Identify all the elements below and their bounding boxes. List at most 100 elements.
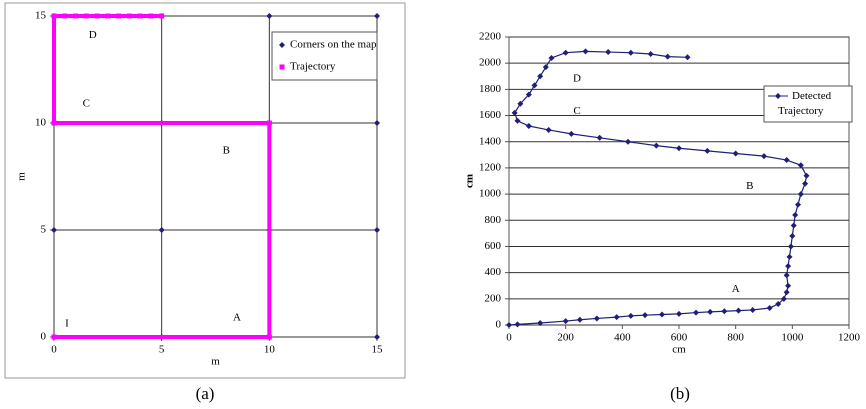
y-tick-label: 600 bbox=[485, 240, 502, 252]
marker bbox=[707, 308, 714, 315]
marker bbox=[537, 320, 544, 327]
x-tick-label: 600 bbox=[671, 332, 688, 344]
marker bbox=[266, 13, 273, 19]
y-tick-label: 1600 bbox=[479, 109, 502, 121]
marker bbox=[721, 308, 728, 315]
legend-label: Detected Trajectory bbox=[778, 90, 832, 117]
marker bbox=[797, 162, 804, 169]
marker bbox=[83, 13, 89, 19]
marker bbox=[803, 172, 810, 179]
marker bbox=[783, 272, 790, 279]
y-tick-label: 1400 bbox=[479, 135, 502, 147]
marker bbox=[576, 316, 583, 323]
marker bbox=[266, 334, 272, 340]
marker bbox=[545, 126, 552, 133]
marker bbox=[116, 13, 122, 19]
marker bbox=[627, 49, 634, 56]
marker bbox=[51, 120, 57, 126]
marker bbox=[148, 13, 154, 19]
marker bbox=[785, 282, 792, 289]
marker bbox=[775, 93, 781, 99]
panel-border bbox=[4, 2, 406, 379]
y-tick-label: 800 bbox=[485, 214, 502, 226]
caption: (b) bbox=[670, 384, 690, 403]
marker bbox=[704, 147, 711, 154]
marker bbox=[605, 49, 612, 56]
marker bbox=[676, 310, 682, 317]
marker bbox=[642, 312, 648, 319]
y-tick-label: 1800 bbox=[479, 83, 502, 95]
marker bbox=[613, 314, 620, 321]
x-axis-label: cm bbox=[672, 344, 686, 356]
marker bbox=[511, 109, 518, 116]
marker bbox=[158, 227, 165, 233]
annotation: C bbox=[83, 97, 90, 109]
y-axis-label: cm bbox=[464, 174, 476, 188]
marker bbox=[783, 289, 790, 296]
plot-area bbox=[508, 36, 850, 326]
marker bbox=[514, 117, 521, 124]
marker bbox=[797, 191, 804, 198]
annotation: C bbox=[573, 105, 580, 117]
y-tick-label: 0 bbox=[41, 331, 47, 343]
marker bbox=[94, 13, 100, 19]
x-tick-label: 5 bbox=[159, 344, 165, 356]
marker bbox=[787, 243, 794, 250]
x-tick-label: 15 bbox=[372, 344, 384, 356]
marker bbox=[279, 42, 285, 48]
marker bbox=[795, 201, 801, 208]
x-tick-label: 200 bbox=[557, 332, 574, 344]
x-tick-label: 10 bbox=[264, 344, 276, 356]
marker bbox=[548, 54, 555, 61]
trajectory-line bbox=[508, 50, 808, 326]
marker bbox=[693, 309, 699, 316]
legend-box bbox=[271, 31, 378, 81]
marker bbox=[749, 306, 756, 313]
y-tick-label: 5 bbox=[41, 224, 47, 236]
caption: (a) bbox=[196, 384, 215, 403]
marker bbox=[766, 304, 773, 311]
marker bbox=[790, 222, 797, 229]
marker bbox=[653, 142, 660, 149]
marker bbox=[789, 232, 796, 239]
legend-label: Corners on the map bbox=[290, 39, 377, 51]
marker bbox=[625, 138, 631, 145]
marker bbox=[664, 53, 671, 60]
marker bbox=[51, 334, 57, 340]
marker bbox=[73, 13, 79, 19]
annotation: D bbox=[89, 29, 97, 41]
marker bbox=[514, 321, 521, 328]
x-tick-label: 1000 bbox=[781, 332, 804, 344]
y-tick-label: 1200 bbox=[479, 161, 502, 173]
x-tick-label: 1200 bbox=[838, 332, 861, 344]
marker bbox=[627, 312, 634, 319]
marker bbox=[659, 311, 665, 318]
y-tick-label: 0 bbox=[496, 319, 502, 331]
marker bbox=[525, 91, 532, 98]
marker bbox=[775, 301, 782, 308]
y-tick-label: 2200 bbox=[479, 31, 502, 43]
annotation: I bbox=[65, 318, 69, 330]
marker bbox=[266, 120, 272, 126]
annotation: D bbox=[573, 72, 581, 84]
marker bbox=[279, 64, 285, 70]
x-axis-label: m bbox=[211, 356, 220, 368]
y-tick-label: 2000 bbox=[479, 57, 502, 69]
marker bbox=[783, 157, 790, 164]
y-axis-label: m bbox=[16, 172, 28, 181]
marker bbox=[785, 263, 792, 270]
annotation: B bbox=[746, 180, 753, 192]
marker bbox=[374, 227, 380, 233]
marker bbox=[792, 212, 799, 219]
marker bbox=[562, 49, 569, 56]
annotation: A bbox=[732, 283, 740, 295]
legend-label: Trajectory bbox=[290, 61, 336, 73]
marker bbox=[105, 13, 111, 19]
y-tick-label: 10 bbox=[35, 117, 47, 129]
marker bbox=[506, 322, 512, 328]
y-tick-label: 400 bbox=[485, 266, 502, 278]
marker bbox=[802, 180, 809, 187]
annotation: B bbox=[223, 144, 230, 156]
marker bbox=[51, 227, 57, 233]
marker bbox=[374, 120, 380, 126]
